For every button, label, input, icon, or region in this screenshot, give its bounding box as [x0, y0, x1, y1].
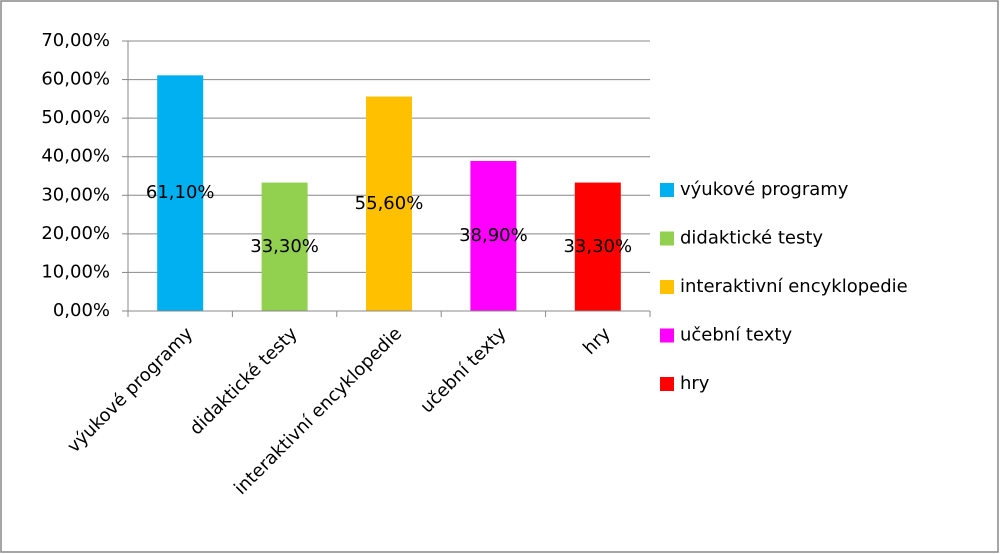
value-label: 33,30%	[563, 236, 632, 257]
legend-swatch	[660, 231, 674, 246]
value-label: 55,60%	[355, 193, 424, 214]
y-tick-label: 70,00%	[41, 30, 110, 51]
legend-swatch	[660, 183, 674, 197]
legend-label: didaktické testy	[680, 228, 823, 249]
bar	[470, 160, 517, 311]
value-label: 61,10%	[146, 182, 215, 203]
legend-swatch	[660, 328, 674, 343]
value-label: 38,90%	[459, 225, 528, 246]
bar	[261, 182, 308, 311]
legend-swatch	[660, 280, 674, 294]
bar	[157, 75, 204, 311]
y-tick-label: 30,00%	[41, 184, 110, 205]
legend-label: hry	[680, 373, 710, 394]
legend-label: učební texty	[680, 325, 792, 346]
y-tick-label: 40,00%	[41, 146, 110, 167]
y-tick-label: 20,00%	[41, 223, 110, 244]
legend-label: výukové programy	[680, 179, 849, 200]
legend-label: interaktivní encyklopedie	[680, 276, 908, 297]
bar	[366, 96, 412, 312]
bar	[574, 182, 621, 311]
legend-swatch	[660, 377, 674, 391]
y-tick-label: 50,00%	[41, 107, 110, 128]
y-tick-label: 10,00%	[41, 261, 110, 282]
y-tick-label: 0,00%	[53, 300, 110, 321]
value-label: 33,30%	[250, 236, 319, 257]
y-tick-label: 60,00%	[41, 69, 110, 90]
